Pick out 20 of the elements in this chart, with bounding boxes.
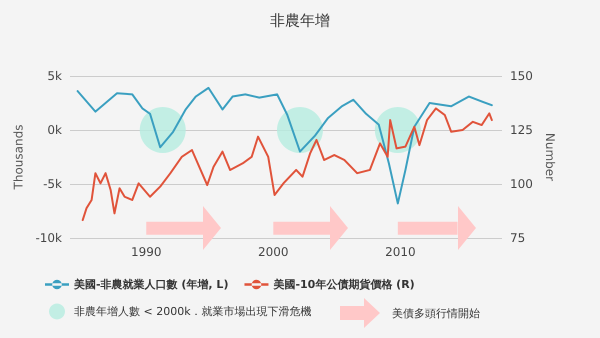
- y2-axis-title: Number: [543, 132, 557, 182]
- y-tick-label: -5k: [43, 177, 62, 191]
- x-tick-label: 2000: [258, 245, 289, 259]
- y2-tick-label: 75: [510, 231, 526, 245]
- text: 美債多頭行情開始: [392, 306, 480, 320]
- y-tick-label: 0k: [47, 123, 62, 137]
- y2-tick-label: 100: [510, 177, 533, 191]
- line-series: [76, 86, 493, 204]
- x-tick-label: 1990: [130, 245, 162, 259]
- legend-label: 非農年增人數 < 2000k．就業市場出現下滑危機: [74, 305, 312, 318]
- y-axis-title: Thousands: [12, 124, 26, 190]
- y2-tick-label: 150: [510, 69, 533, 83]
- chart-title: 非農年增: [270, 12, 330, 30]
- line-series: [82, 107, 493, 222]
- y-tick-label: -10k: [35, 231, 62, 245]
- y-tick-label: 5k: [47, 69, 62, 83]
- legend-label: 美國-非農就業人口數 (年增, L): [73, 278, 228, 291]
- y2-tick-label: 125: [510, 123, 533, 137]
- legend-label: 美國-10年公債期貨價格 (R): [272, 278, 415, 291]
- x-tick-label: 2010: [385, 245, 416, 259]
